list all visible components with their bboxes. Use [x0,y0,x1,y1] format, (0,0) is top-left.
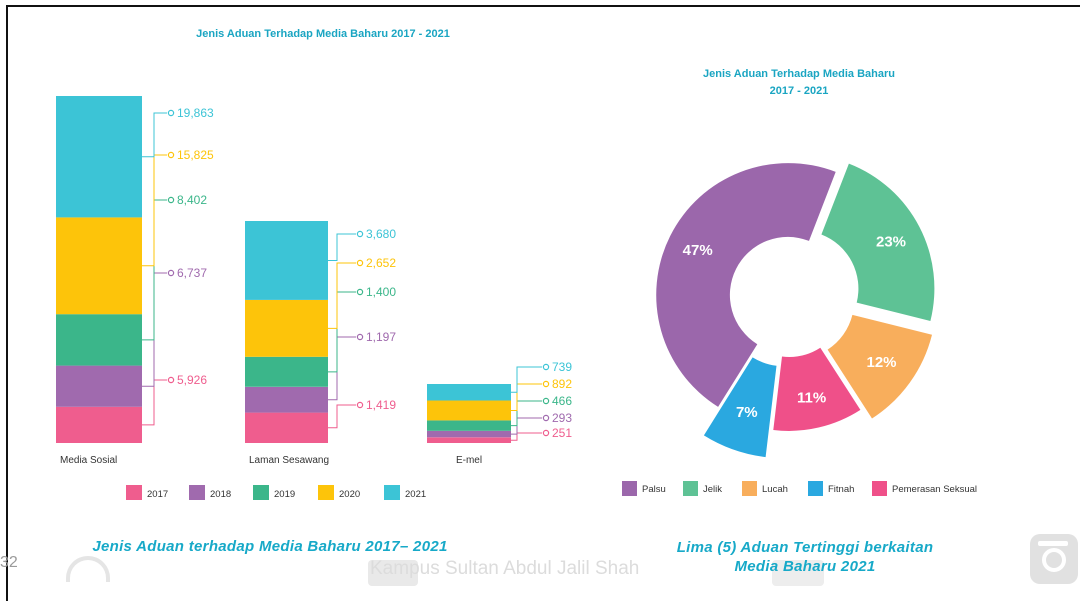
value-label-laman-sesawang-2017: 1,419 [366,398,396,412]
bar-segment-e-mel-2021 [427,384,511,401]
bar-segment-laman-sesawang-2019 [245,357,328,387]
legend-swatch-2017 [126,485,142,500]
leader-line-media-sosial-2017 [142,380,167,425]
label-marker-e-mel-2018 [543,415,548,420]
legend-label-lucah: Lucah [762,484,788,495]
legend-label-2020: 2020 [339,489,360,500]
leader-line-laman-sesawang-2019 [328,292,356,372]
leader-line-laman-sesawang-2017 [328,405,356,428]
value-label-laman-sesawang-2021: 3,680 [366,227,396,241]
label-marker-media-sosial-2020 [168,152,173,157]
legend-swatch-pemerasan-seksual [872,481,887,496]
label-marker-laman-sesawang-2021 [357,231,362,236]
label-marker-laman-sesawang-2020 [357,260,362,265]
legend-label-palsu: Palsu [642,484,666,495]
legend-swatch-2019 [253,485,269,500]
donut-value-palsu: 47% [683,242,713,259]
legend-swatch-palsu [622,481,637,496]
donut-chart-title-line2: 2017 - 2021 [770,85,829,97]
value-label-media-sosial-2021: 19,863 [177,106,214,120]
value-label-e-mel-2021: 739 [552,360,572,374]
donut-value-pemerasan-seksual: 11% [797,389,826,406]
legend-swatch-2018 [189,485,205,500]
value-label-laman-sesawang-2019: 1,400 [366,285,396,299]
donut-chart: Jenis Aduan Terhadap Media Baharu 2017 -… [622,68,977,496]
label-marker-e-mel-2019 [543,398,548,403]
leader-line-e-mel-2019 [511,401,542,426]
bar-segment-laman-sesawang-2017 [245,413,328,443]
bar-segment-media-sosial-2020 [56,217,142,314]
right-caption-line2: Media Baharu 2021 [640,557,970,576]
leader-line-e-mel-2020 [511,384,542,411]
donut-marks: 47% 23% 12% 11% 7% [656,163,934,457]
legend-label-2018: 2018 [210,489,231,500]
donut-chart-title-line1: Jenis Aduan Terhadap Media Baharu [703,68,895,80]
legend-swatch-fitnah [808,481,823,496]
donut-value-jelik: 23% [876,234,906,251]
value-label-e-mel-2017: 251 [552,426,572,440]
value-label-e-mel-2020: 892 [552,377,572,391]
leader-line-media-sosial-2020 [142,155,167,266]
value-label-e-mel-2018: 293 [552,411,572,425]
legend-swatch-lucah [742,481,757,496]
donut-legend: Palsu Jelik Lucah Fitnah Pemerasan Seksual [622,481,977,496]
bar-segment-e-mel-2019 [427,420,511,430]
value-label-media-sosial-2017: 5,926 [177,373,207,387]
left-caption: Jenis Aduan terhadap Media Baharu 2017– … [60,538,480,555]
label-marker-media-sosial-2019 [168,197,173,202]
stacked-bar-chart: Jenis Aduan Terhadap Media Baharu 2017 -… [56,28,572,500]
bar-chart-title: Jenis Aduan Terhadap Media Baharu 2017 -… [196,28,450,40]
bar-segment-media-sosial-2017 [56,407,142,443]
right-caption-line1: Lima (5) Aduan Tertinggi berkaitan [640,538,970,557]
donut-value-fitnah: 7% [736,404,758,421]
value-label-e-mel-2019: 466 [552,394,572,408]
value-label-laman-sesawang-2018: 1,197 [366,330,396,344]
right-caption: Lima (5) Aduan Tertinggi berkaitan Media… [640,538,970,576]
legend-swatch-2021 [384,485,400,500]
legend-label-pemerasan-seksual: Pemerasan Seksual [892,484,977,495]
legend-swatch-jelik [683,481,698,496]
leader-line-e-mel-2021 [511,367,542,392]
bar-segment-e-mel-2020 [427,401,511,421]
leader-line-media-sosial-2021 [142,113,167,157]
label-marker-e-mel-2017 [543,430,548,435]
bar-marks: 5,926 6,737 8,402 15,825 19,863 Media Sosial 1… [56,96,572,466]
bar-segment-media-sosial-2019 [56,314,142,365]
legend-swatch-2020 [318,485,334,500]
bar-segment-laman-sesawang-2018 [245,387,328,413]
bar-segment-e-mel-2018 [427,431,511,438]
category-label-media-sosial: Media Sosial [60,455,117,466]
value-label-media-sosial-2019: 8,402 [177,193,207,207]
value-label-media-sosial-2020: 15,825 [177,148,214,162]
category-label-laman-sesawang: Laman Sesawang [249,455,329,466]
bar-segment-media-sosial-2018 [56,366,142,407]
leader-line-laman-sesawang-2018 [328,337,356,400]
label-marker-e-mel-2020 [543,381,548,386]
label-marker-media-sosial-2021 [168,110,173,115]
label-marker-media-sosial-2018 [168,270,173,275]
value-label-laman-sesawang-2020: 2,652 [366,256,396,270]
legend-label-fitnah: Fitnah [828,484,854,495]
bar-legend: 2017 2018 2019 2020 2021 [126,485,426,500]
leader-line-laman-sesawang-2020 [328,263,356,328]
bar-segment-media-sosial-2021 [56,96,142,217]
legend-label-2019: 2019 [274,489,295,500]
value-label-media-sosial-2018: 6,737 [177,266,207,280]
bar-segment-e-mel-2017 [427,437,511,443]
bar-segment-laman-sesawang-2020 [245,300,328,357]
category-label-e-mel: E-mel [456,455,482,466]
label-marker-e-mel-2021 [543,364,548,369]
label-marker-laman-sesawang-2018 [357,334,362,339]
bar-segment-laman-sesawang-2021 [245,221,328,300]
legend-label-2017: 2017 [147,489,168,500]
donut-value-lucah: 12% [866,354,896,371]
label-marker-media-sosial-2017 [168,377,173,382]
legend-label-jelik: Jelik [703,484,722,495]
label-marker-laman-sesawang-2017 [357,402,362,407]
legend-label-2021: 2021 [405,489,426,500]
label-marker-laman-sesawang-2019 [357,289,362,294]
leader-line-laman-sesawang-2021 [328,234,356,261]
